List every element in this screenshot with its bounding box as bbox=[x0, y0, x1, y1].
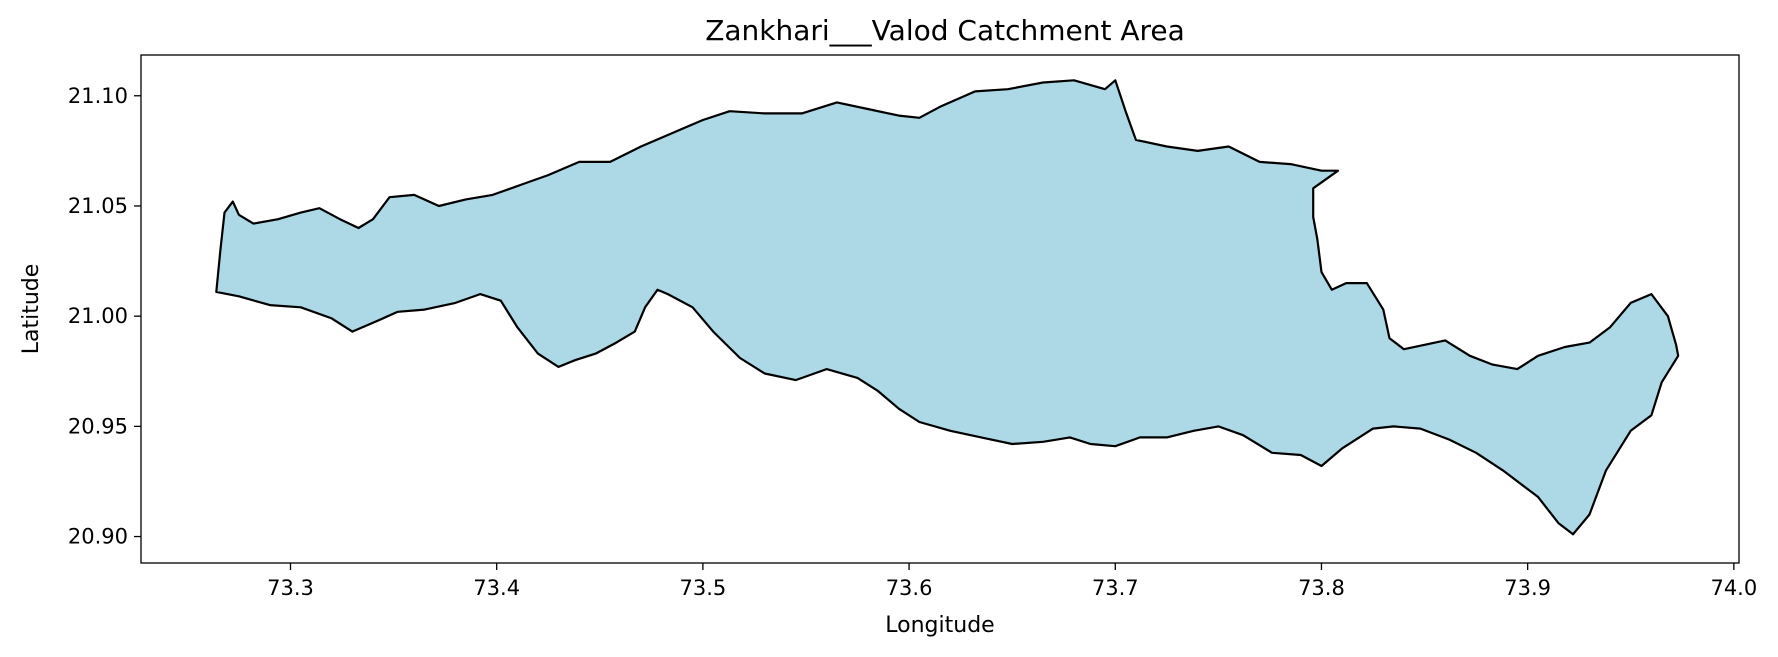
catchment-boundary-area bbox=[215, 79, 1680, 536]
y-tick-label: 20.90 bbox=[68, 525, 128, 549]
y-tick-label: 21.10 bbox=[68, 84, 128, 108]
y-axis-label: Latitude bbox=[19, 264, 44, 355]
x-tick-label: 73.5 bbox=[679, 576, 726, 600]
y-axis: 20.90 20.95 21.00 21.05 21.10 bbox=[68, 84, 141, 549]
x-tick-label: 73.8 bbox=[1298, 576, 1345, 600]
x-tick-label: 73.3 bbox=[267, 576, 314, 600]
x-tick-label: 73.7 bbox=[1092, 576, 1139, 600]
chart-title: Zankhari___Valod Catchment Area bbox=[705, 14, 1185, 47]
x-axis-label: Longitude bbox=[885, 613, 994, 638]
y-tick-label: 21.00 bbox=[68, 304, 128, 328]
x-tick-label: 73.9 bbox=[1504, 576, 1551, 600]
x-tick-label: 74.0 bbox=[1710, 576, 1757, 600]
plot-frame bbox=[140, 54, 1740, 564]
x-tick-label: 73.6 bbox=[886, 576, 933, 600]
y-tick-label: 21.05 bbox=[68, 194, 128, 218]
x-axis: 73.3 73.4 73.5 73.6 73.7 73.8 73.9 74.0 bbox=[267, 563, 1757, 600]
x-tick-label: 73.4 bbox=[473, 576, 520, 600]
y-tick-label: 20.95 bbox=[68, 414, 128, 438]
